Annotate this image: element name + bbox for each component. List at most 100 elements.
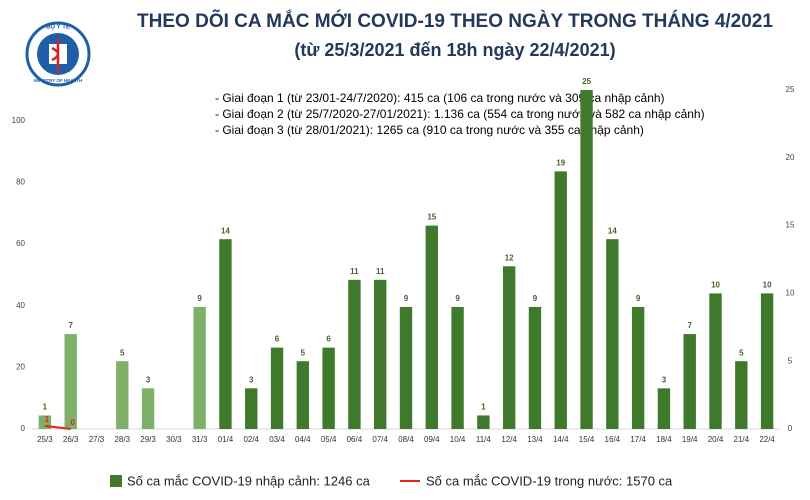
bar	[245, 388, 258, 429]
x-tick-label: 10/4	[450, 435, 466, 444]
bar	[141, 388, 155, 429]
bar	[528, 306, 542, 429]
data-label: 9	[455, 294, 460, 303]
logo-bottom: MINISTRY OF HEALTH	[34, 78, 82, 83]
x-tick-label: 09/4	[424, 435, 440, 444]
x-tick-label: 12/4	[501, 435, 517, 444]
x-tick-label: 22/4	[759, 435, 775, 444]
legend-label: Số ca mắc COVID-19 nhập cảnh: 1246 ca	[127, 473, 371, 488]
data-label: 12	[505, 253, 514, 262]
x-tick-label: 01/4	[218, 435, 234, 444]
data-label: 11	[350, 267, 359, 276]
x-tick-label: 08/4	[398, 435, 414, 444]
bar	[193, 306, 206, 429]
x-tick-label: 06/4	[347, 435, 363, 444]
x-tick-label: 13/4	[527, 435, 543, 444]
data-label: 9	[404, 294, 409, 303]
y-tick-label: 80	[16, 178, 25, 187]
x-tick-label: 28/3	[114, 435, 130, 444]
y-tick-label: 40	[16, 301, 25, 310]
bar	[760, 293, 774, 429]
x-tick-label: 14/4	[553, 435, 569, 444]
y-tick-label: 100	[12, 116, 26, 125]
y2-tick-label: 15	[786, 221, 795, 230]
bar	[683, 334, 696, 429]
x-tick-label: 29/3	[140, 435, 156, 444]
data-label: 5	[301, 348, 306, 357]
data-label: 9	[636, 294, 641, 303]
data-label: 6	[326, 335, 331, 344]
x-tick-label: 30/3	[166, 435, 182, 444]
data-label: 3	[146, 375, 151, 384]
bar	[374, 279, 387, 429]
data-label: 9	[197, 294, 202, 303]
bar	[631, 306, 645, 429]
x-tick-label: 11/4	[476, 435, 492, 444]
annotation: - Giai đoạn 2 (từ 25/7/2020-27/01/2021):…	[215, 107, 705, 121]
legend-label: Số ca mắc COVID-19 trong nước: 1570 ca	[426, 473, 673, 488]
x-tick-label: 31/3	[192, 435, 208, 444]
data-label: 3	[249, 375, 254, 384]
x-tick-label: 16/4	[605, 435, 621, 444]
line	[44, 424, 71, 430]
bar	[296, 361, 310, 429]
bar	[399, 306, 413, 429]
x-tick-label: 07/4	[372, 435, 388, 444]
y2-tick-label: 0	[788, 424, 793, 433]
y-tick-label: 60	[16, 239, 25, 248]
data-label: 1	[45, 415, 50, 424]
bar	[709, 293, 722, 429]
chart-subtitle: (từ 25/3/2021 đến 18h ngày 22/4/2021)	[294, 40, 615, 60]
annotation: - Giai đoạn 3 (từ 28/01/2021): 1265 ca (…	[215, 123, 644, 137]
x-tick-label: 18/4	[656, 435, 672, 444]
y2-tick-label: 25	[786, 85, 795, 94]
data-label: 5	[739, 348, 744, 357]
bar	[657, 388, 671, 429]
data-label: 3	[662, 375, 667, 384]
y-tick-label: 20	[16, 362, 25, 371]
logo: BỘ Y TẾ MINISTRY OF HEALTH	[25, 21, 91, 87]
x-tick-label: 05/4	[321, 435, 337, 444]
data-label: 14	[221, 226, 230, 235]
bar	[322, 347, 335, 429]
bar	[735, 361, 748, 429]
y2-tick-label: 20	[786, 153, 795, 162]
annotation: - Giai đoạn 1 (từ 23/01-24/7/2020): 415 …	[215, 91, 665, 105]
bar	[270, 347, 284, 429]
x-tick-label: 03/4	[269, 435, 285, 444]
x-tick-label: 15/4	[579, 435, 595, 444]
x-tick-label: 02/4	[243, 435, 259, 444]
bar	[425, 225, 438, 429]
y2-tick-label: 5	[788, 356, 793, 365]
data-label: 15	[427, 213, 436, 222]
data-label: 25	[582, 77, 591, 86]
x-tick-label: 04/4	[295, 435, 311, 444]
bar	[348, 279, 361, 429]
data-label: 14	[608, 226, 617, 235]
x-tick-label: 25/3	[37, 435, 53, 444]
data-label: 7	[687, 321, 692, 330]
data-label: 10	[711, 281, 720, 290]
data-label: 1	[481, 403, 486, 412]
bar	[64, 334, 77, 429]
x-tick-label: 27/3	[89, 435, 105, 444]
data-label: 19	[556, 158, 565, 167]
bar	[554, 171, 567, 430]
data-label: 5	[120, 348, 125, 357]
data-label: 7	[68, 321, 73, 330]
bar	[116, 361, 129, 429]
x-tick-label: 20/4	[708, 435, 724, 444]
data-label: 0	[70, 418, 75, 427]
x-tick-label: 19/4	[682, 435, 698, 444]
y2-tick-label: 10	[786, 289, 795, 298]
bar	[477, 415, 490, 429]
bar	[451, 306, 464, 429]
data-label: 9	[533, 294, 538, 303]
bar	[502, 266, 516, 429]
bar	[580, 90, 593, 429]
bar	[219, 239, 232, 429]
y-tick-label: 0	[21, 424, 26, 433]
logo-top: BỘ Y TẾ	[46, 23, 70, 31]
data-label: 1	[43, 403, 48, 412]
